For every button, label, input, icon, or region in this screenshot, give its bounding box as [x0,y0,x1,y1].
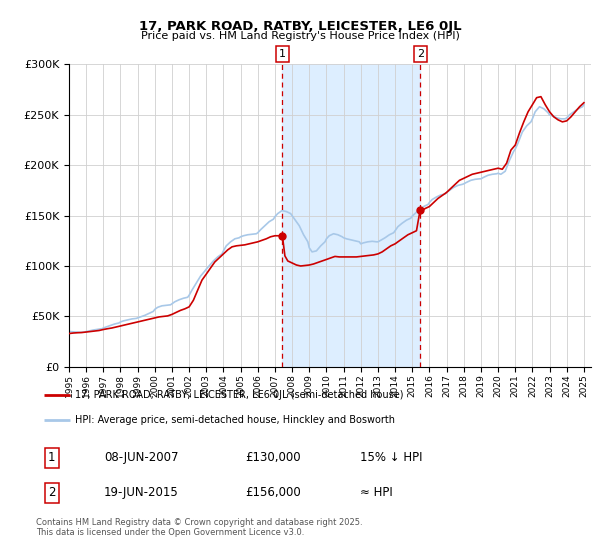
Text: £130,000: £130,000 [245,451,301,464]
Text: 17, PARK ROAD, RATBY, LEICESTER, LE6 0JL: 17, PARK ROAD, RATBY, LEICESTER, LE6 0JL [139,20,461,32]
Text: Price paid vs. HM Land Registry's House Price Index (HPI): Price paid vs. HM Land Registry's House … [140,31,460,41]
Text: £156,000: £156,000 [245,486,301,500]
Text: Contains HM Land Registry data © Crown copyright and database right 2025.
This d: Contains HM Land Registry data © Crown c… [36,518,362,538]
Text: 19-JUN-2015: 19-JUN-2015 [104,486,179,500]
Text: 17, PARK ROAD, RATBY, LEICESTER, LE6 0JL (semi-detached house): 17, PARK ROAD, RATBY, LEICESTER, LE6 0JL… [75,390,404,400]
Bar [283,64,420,367]
Text: 1: 1 [48,451,55,464]
Text: HPI: Average price, semi-detached house, Hinckley and Bosworth: HPI: Average price, semi-detached house,… [75,414,395,424]
Text: 2: 2 [48,486,55,500]
Text: 15% ↓ HPI: 15% ↓ HPI [359,451,422,464]
Text: 1: 1 [279,49,286,59]
Text: 08-JUN-2007: 08-JUN-2007 [104,451,178,464]
Text: 2: 2 [416,49,424,59]
Text: ≈ HPI: ≈ HPI [359,486,392,500]
